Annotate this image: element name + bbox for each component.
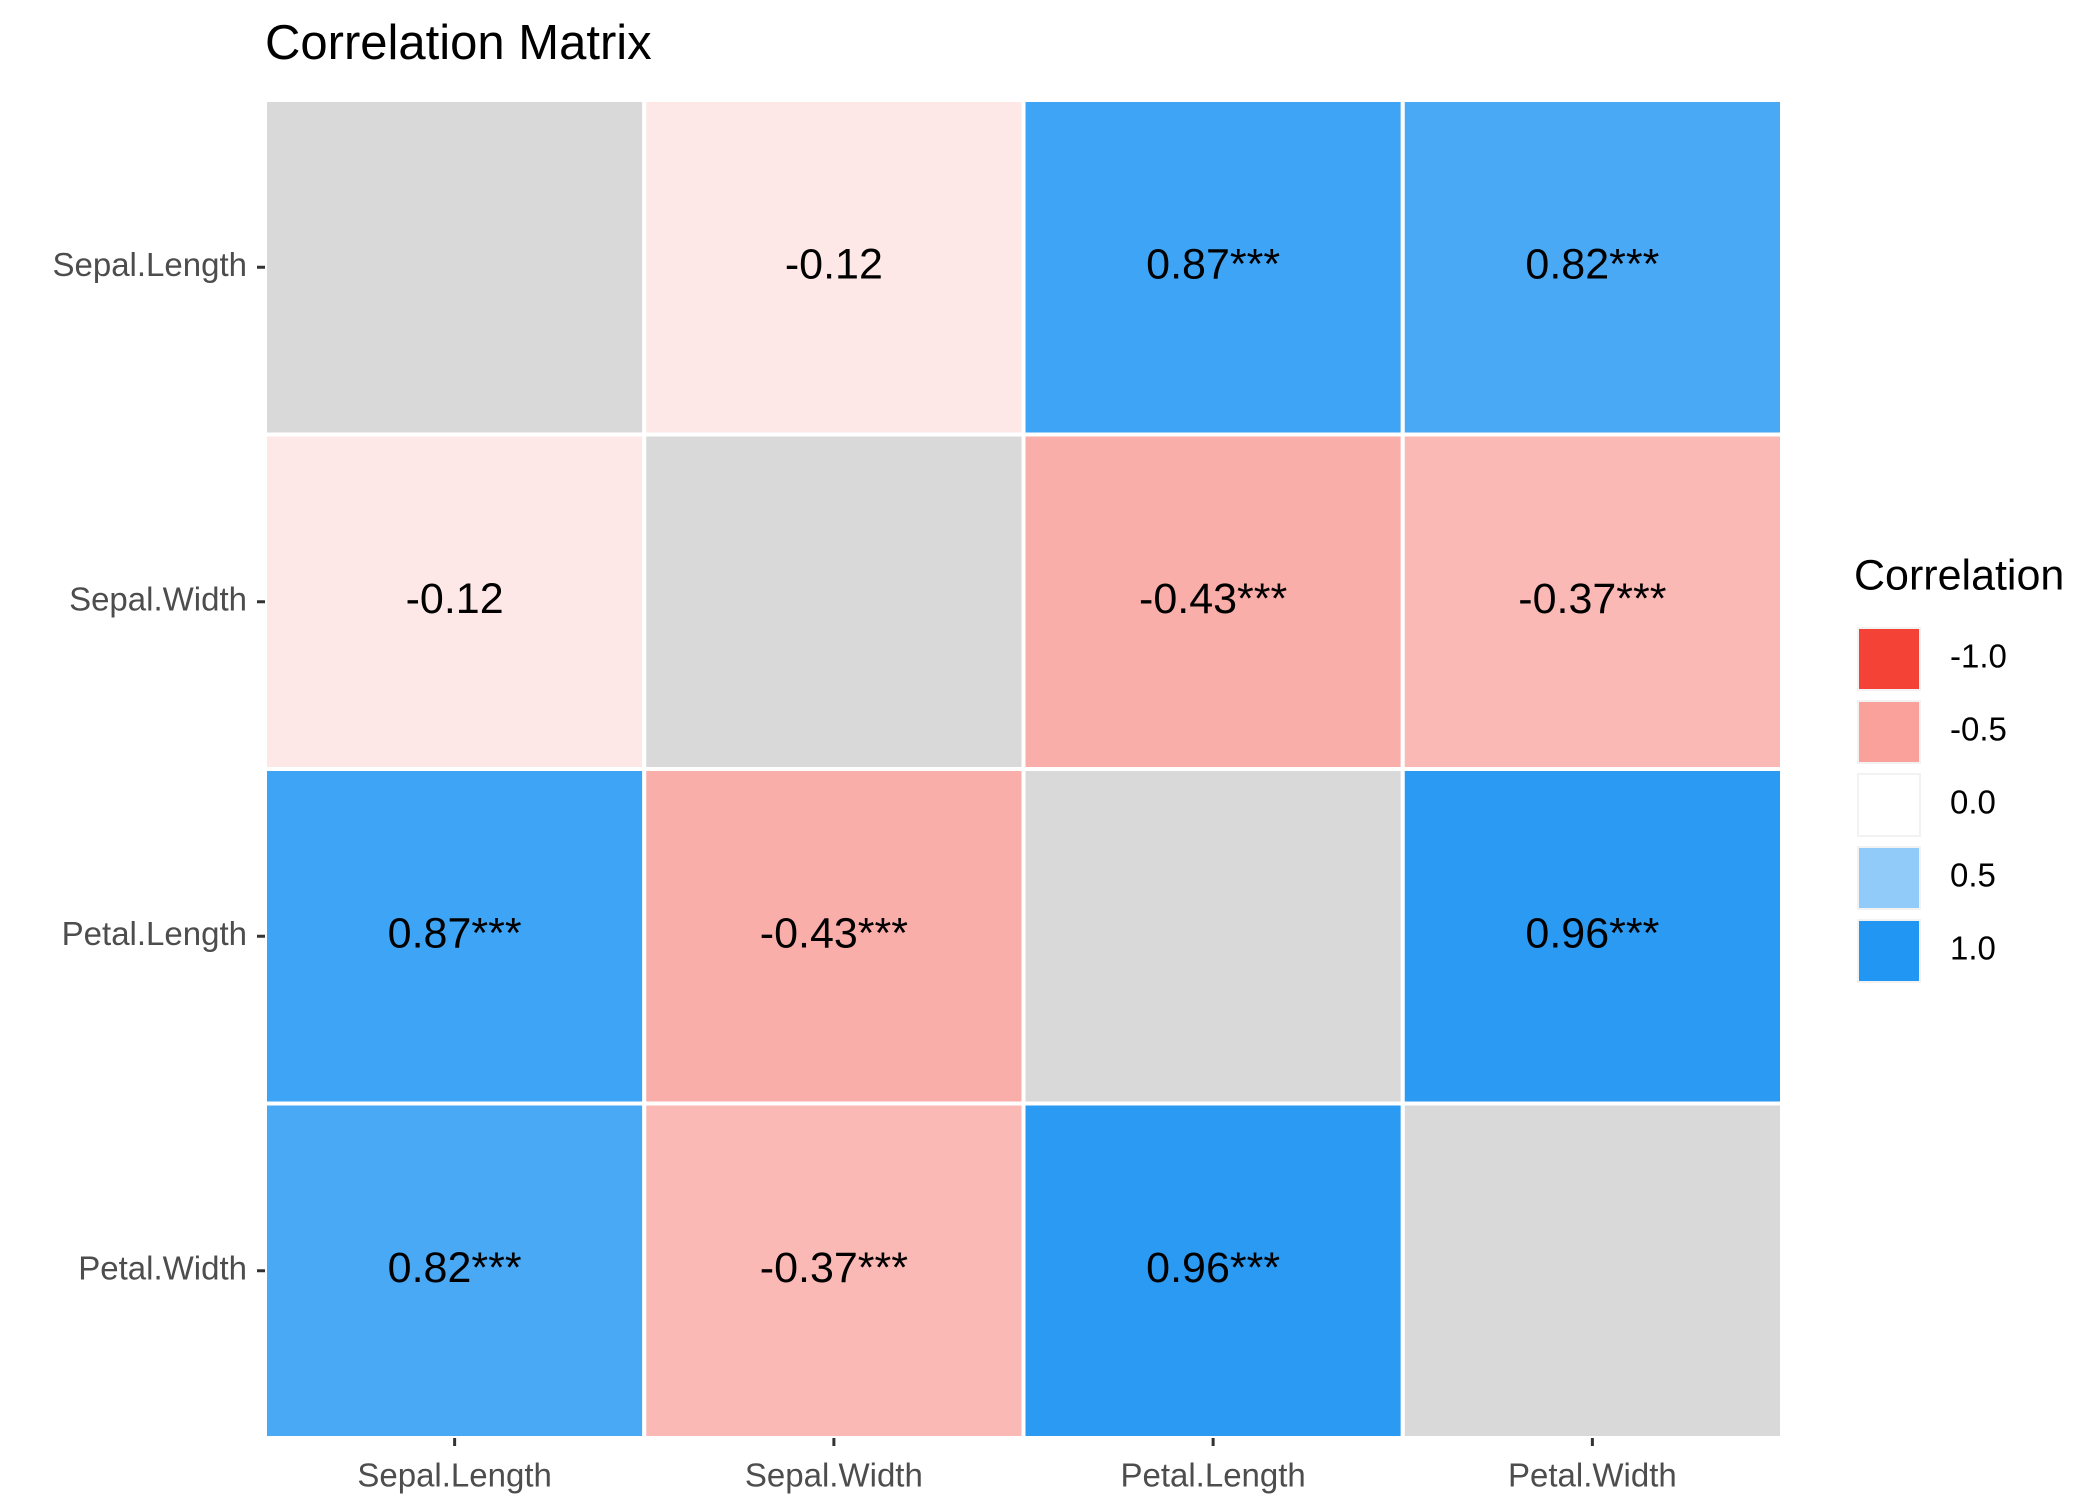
x-tick-label: Petal.Length (1120, 1457, 1305, 1494)
cell (263, 767, 647, 1106)
legend-label: -1.0 (1950, 638, 2007, 675)
legend-key (1857, 700, 1921, 764)
x-tick-label: Sepal.Width (745, 1457, 923, 1494)
na-cell (642, 432, 1026, 771)
legend-key (1857, 919, 1921, 983)
cell-label: 0.82*** (1525, 241, 1659, 289)
cell-label: -0.37*** (1518, 575, 1666, 623)
cell (1400, 767, 1784, 1106)
cell-label: 0.96*** (1525, 910, 1659, 958)
na-cell (1021, 767, 1405, 1106)
cell (642, 98, 1026, 437)
cell-label: -0.43*** (760, 910, 908, 958)
cell (642, 767, 1026, 1106)
cell-label: -0.37*** (760, 1244, 908, 1292)
legend-label: 0.5 (1950, 857, 1996, 894)
cell (1021, 1101, 1405, 1440)
cell-label: 0.96*** (1146, 1244, 1280, 1292)
cell-label: -0.12 (406, 575, 504, 623)
x-tick-label: Petal.Width (1508, 1457, 1677, 1494)
legend-key (1857, 627, 1921, 691)
y-tick-label: Sepal.Length (52, 246, 247, 283)
na-cell (1400, 1101, 1784, 1440)
na-cell (263, 98, 647, 437)
legend-label: -0.5 (1950, 711, 2007, 748)
cell (263, 1101, 647, 1440)
legend-label: 0.0 (1950, 784, 1996, 821)
cell-label: -0.12 (785, 241, 883, 289)
cell-label: 0.87*** (388, 910, 522, 958)
cell-label: 0.82*** (388, 1244, 522, 1292)
y-tick-label: Petal.Width (78, 1249, 247, 1286)
legend-label: 1.0 (1950, 930, 1996, 967)
cell (1400, 98, 1784, 437)
cell (1021, 98, 1405, 437)
cell-label: 0.87*** (1146, 241, 1280, 289)
legend-key (1857, 773, 1921, 837)
x-tick-label: Sepal.Length (357, 1457, 552, 1494)
y-tick-label: Sepal.Width (69, 580, 247, 617)
legend-title: Correlation (1854, 551, 2064, 599)
cell (263, 432, 647, 771)
chart-title: Correlation Matrix (265, 16, 652, 70)
cell-label: -0.43*** (1139, 575, 1287, 623)
y-tick-label: Petal.Length (62, 915, 247, 952)
legend-key (1857, 846, 1921, 910)
